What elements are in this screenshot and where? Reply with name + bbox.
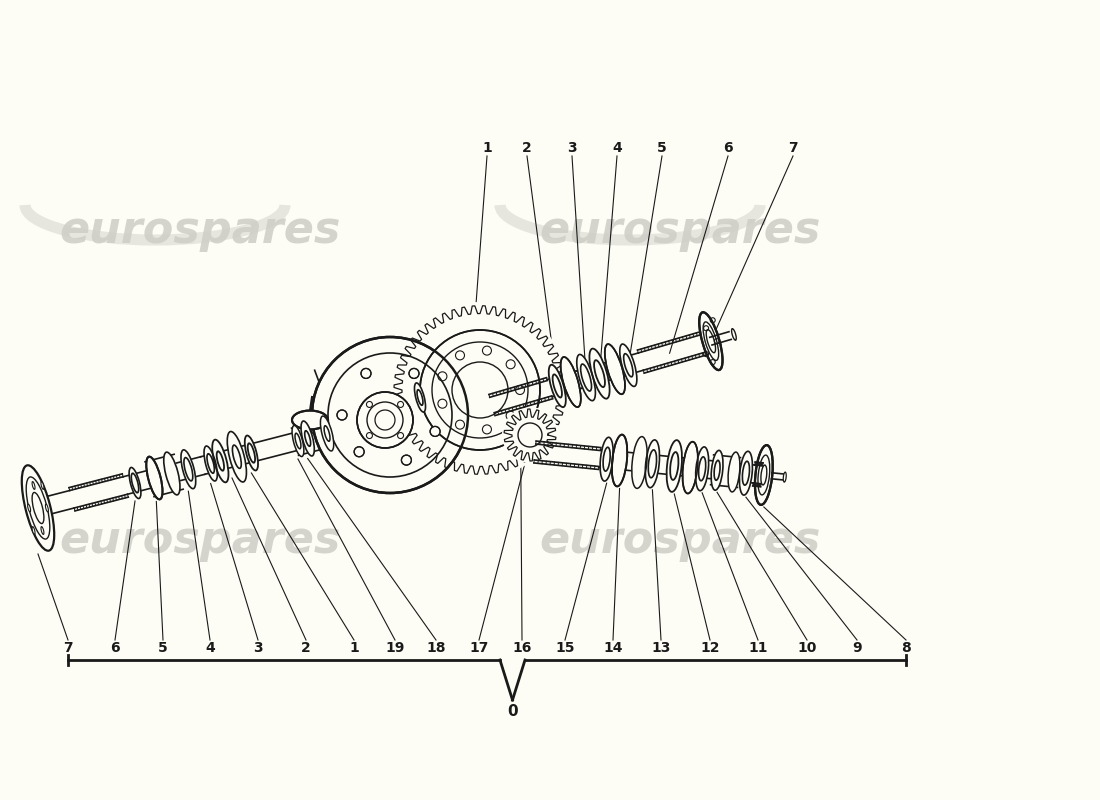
Text: 2: 2 [301,641,311,655]
Ellipse shape [354,446,364,457]
Ellipse shape [576,354,595,401]
Ellipse shape [695,447,708,490]
Ellipse shape [700,312,723,370]
Text: 7: 7 [63,641,73,655]
Ellipse shape [245,435,258,470]
Ellipse shape [420,330,540,450]
Ellipse shape [561,357,581,407]
Text: 10: 10 [798,641,816,655]
Text: 3: 3 [253,641,263,655]
Text: 6: 6 [110,641,120,655]
Ellipse shape [700,312,723,370]
Ellipse shape [41,526,44,534]
Text: 12: 12 [701,641,719,655]
Ellipse shape [204,446,218,481]
Text: 16: 16 [513,641,531,655]
Text: 1: 1 [349,641,359,655]
Ellipse shape [631,437,647,488]
Text: 2: 2 [522,141,532,155]
Ellipse shape [28,504,31,512]
Ellipse shape [32,482,35,490]
Ellipse shape [45,504,48,512]
Ellipse shape [712,450,723,490]
Ellipse shape [502,407,558,463]
Text: 3: 3 [568,141,576,155]
Ellipse shape [415,383,426,412]
Ellipse shape [728,452,740,492]
Ellipse shape [22,466,54,550]
Text: 14: 14 [603,641,623,655]
Ellipse shape [301,421,315,456]
Ellipse shape [337,410,346,420]
Ellipse shape [601,438,613,481]
Text: 13: 13 [651,641,671,655]
Text: 1: 1 [482,141,492,155]
Text: 0: 0 [507,705,518,719]
Ellipse shape [732,329,736,340]
Text: 18: 18 [427,641,446,655]
Ellipse shape [758,455,770,495]
Text: 5: 5 [657,141,667,155]
Text: 6: 6 [723,141,733,155]
Text: 9: 9 [852,641,861,655]
Ellipse shape [292,410,328,430]
Ellipse shape [667,440,682,492]
Ellipse shape [612,434,627,486]
Text: 19: 19 [385,641,405,655]
Text: eurospares: eurospares [539,209,821,251]
Ellipse shape [392,302,568,478]
Ellipse shape [619,344,637,386]
Text: eurospares: eurospares [59,518,341,562]
Text: 11: 11 [748,641,768,655]
Ellipse shape [783,472,786,482]
Ellipse shape [590,349,609,398]
Text: 4: 4 [205,641,214,655]
Ellipse shape [682,442,697,494]
Ellipse shape [182,450,196,489]
Ellipse shape [755,445,772,505]
Ellipse shape [612,434,627,486]
Ellipse shape [129,467,141,498]
Ellipse shape [361,369,371,378]
Ellipse shape [549,365,565,407]
Ellipse shape [320,416,333,451]
Ellipse shape [646,440,660,488]
Ellipse shape [703,322,718,361]
Ellipse shape [682,442,697,494]
Ellipse shape [41,482,44,490]
Ellipse shape [755,445,772,505]
Ellipse shape [561,357,581,407]
Text: eurospares: eurospares [539,518,821,562]
Ellipse shape [605,344,625,394]
Ellipse shape [409,369,419,378]
Ellipse shape [430,426,440,437]
Text: 8: 8 [901,641,911,655]
Ellipse shape [312,337,468,493]
Text: 5: 5 [158,641,168,655]
Ellipse shape [228,431,246,482]
Ellipse shape [212,440,229,482]
Ellipse shape [293,426,304,457]
Ellipse shape [605,344,625,394]
Text: 7: 7 [789,141,797,155]
Ellipse shape [32,526,35,534]
Ellipse shape [358,392,412,448]
Text: 4: 4 [612,141,621,155]
Text: eurospares: eurospares [59,209,341,251]
Ellipse shape [146,457,163,499]
Ellipse shape [739,451,752,495]
Ellipse shape [146,457,163,499]
Text: 15: 15 [556,641,574,655]
Ellipse shape [402,455,411,465]
Ellipse shape [164,452,180,495]
Text: 17: 17 [470,641,488,655]
Ellipse shape [26,477,50,539]
